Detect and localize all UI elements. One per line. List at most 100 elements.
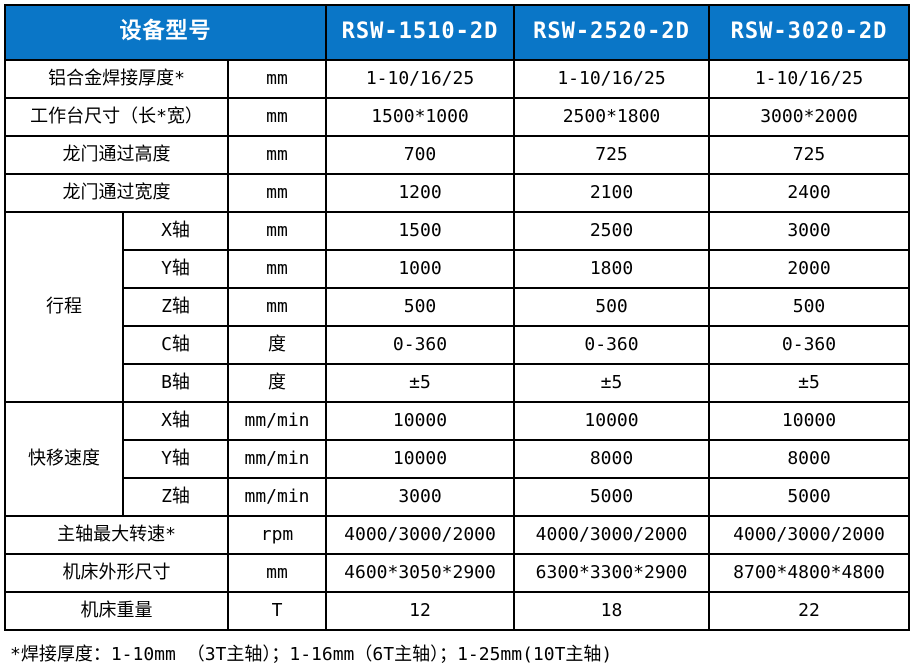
unit-cell: mm — [227, 97, 327, 137]
unit-cell: rpm — [227, 515, 327, 555]
group-label-rapid: 快移速度 — [4, 401, 124, 517]
spec-table: 设备型号 RSW-1510-2D RSW-2520-2D RSW-3020-2D… — [4, 4, 910, 631]
axis-label: Z轴 — [122, 477, 229, 517]
value-cell: 6300*3300*2900 — [513, 553, 710, 593]
spec-row: 工作台尺寸（长*宽） mm 1500*1000 2500*1800 3000*2… — [4, 97, 910, 137]
axis-label: X轴 — [122, 401, 229, 441]
unit-cell: mm — [227, 287, 327, 327]
value-cell: 5000 — [513, 477, 710, 517]
value-cell: 18 — [513, 591, 710, 631]
unit-cell: mm/min — [227, 439, 327, 479]
value-cell: 3000 — [708, 211, 910, 251]
row-label: 机床重量 — [4, 591, 229, 631]
value-cell: 1000 — [325, 249, 515, 289]
value-cell: 0-360 — [513, 325, 710, 365]
unit-cell: mm/min — [227, 401, 327, 441]
value-cell: 22 — [708, 591, 910, 631]
value-cell: 1-10/16/25 — [325, 59, 515, 99]
value-cell: 700 — [325, 135, 515, 175]
footnotes: *焊接厚度：1-10mm （3T主轴）；1-16mm（6T主轴）；1-25mm(… — [10, 642, 912, 665]
unit-cell: 度 — [227, 325, 327, 365]
axis-label: Z轴 — [122, 287, 229, 327]
model-column-header: RSW-2520-2D — [513, 4, 710, 61]
spec-row: Y轴 mm/min 10000 8000 8000 — [5, 439, 910, 479]
value-cell: 8000 — [708, 439, 910, 479]
axis-label: X轴 — [122, 211, 229, 251]
spec-row: C轴 度 0-360 0-360 0-360 — [5, 325, 910, 365]
value-cell: 10000 — [325, 439, 515, 479]
value-cell: 1-10/16/25 — [708, 59, 910, 99]
value-cell: 500 — [325, 287, 515, 327]
device-model-header: 设备型号 — [4, 4, 327, 61]
header-row: 设备型号 RSW-1510-2D RSW-2520-2D RSW-3020-2D — [4, 4, 910, 61]
spec-row: Y轴 mm 1000 1800 2000 — [5, 249, 910, 289]
spec-row: 快移速度 X轴 mm/min 10000 10000 10000 — [4, 401, 910, 517]
row-label: 龙门通过高度 — [4, 135, 229, 175]
unit-cell: T — [227, 591, 327, 631]
value-cell: 8700*4800*4800 — [708, 553, 910, 593]
unit-cell: 度 — [227, 363, 327, 403]
value-cell: 725 — [708, 135, 910, 175]
spec-row: 机床外形尺寸 mm 4600*3050*2900 6300*3300*2900 … — [4, 553, 910, 593]
value-cell: 1-10/16/25 — [513, 59, 710, 99]
model-column-header: RSW-1510-2D — [325, 4, 515, 61]
axis-label: Y轴 — [122, 249, 229, 289]
value-cell: 2100 — [513, 173, 710, 213]
unit-cell: mm — [227, 249, 327, 289]
spec-row: 机床重量 T 12 18 22 — [4, 591, 910, 631]
value-cell: ±5 — [708, 363, 910, 403]
spec-row: 龙门通过高度 mm 700 725 725 — [4, 135, 910, 175]
value-cell: 1200 — [325, 173, 515, 213]
value-cell: 0-360 — [325, 325, 515, 365]
value-cell: 725 — [513, 135, 710, 175]
spec-row: Z轴 mm 500 500 500 — [5, 287, 910, 327]
unit-cell: mm/min — [227, 477, 327, 517]
value-cell: 1500 — [325, 211, 515, 251]
model-column-header: RSW-3020-2D — [708, 4, 910, 61]
row-label: 龙门通过宽度 — [4, 173, 229, 213]
unit-cell: mm — [227, 173, 327, 213]
value-cell: 2500 — [513, 211, 710, 251]
value-cell: 4000/3000/2000 — [325, 515, 515, 555]
axis-label: C轴 — [122, 325, 229, 365]
spec-row: 龙门通过宽度 mm 1200 2100 2400 — [4, 173, 910, 213]
spec-row: 行程 X轴 mm 1500 2500 3000 — [4, 211, 910, 403]
value-cell: ±5 — [513, 363, 710, 403]
value-cell: 3000*2000 — [708, 97, 910, 137]
row-label: 主轴最大转速* — [4, 515, 229, 555]
value-cell: 4000/3000/2000 — [708, 515, 910, 555]
value-cell: 2500*1800 — [513, 97, 710, 137]
value-cell: 4000/3000/2000 — [513, 515, 710, 555]
value-cell: 8000 — [513, 439, 710, 479]
unit-cell: mm — [227, 135, 327, 175]
spec-row: 铝合金焊接厚度* mm 1-10/16/25 1-10/16/25 1-10/1… — [4, 59, 910, 99]
value-cell: 12 — [325, 591, 515, 631]
footnote-line: *焊接厚度：1-10mm （3T主轴）；1-16mm（6T主轴）；1-25mm(… — [10, 644, 613, 665]
row-label: 工作台尺寸（长*宽） — [4, 97, 229, 137]
row-label: 机床外形尺寸 — [4, 553, 229, 593]
value-cell: 4600*3050*2900 — [325, 553, 515, 593]
spec-row: B轴 度 ±5 ±5 ±5 — [5, 363, 910, 403]
group-label-travel: 行程 — [4, 211, 124, 403]
spec-row: 主轴最大转速* rpm 4000/3000/2000 4000/3000/200… — [4, 515, 910, 555]
value-cell: ±5 — [325, 363, 515, 403]
value-cell: 2000 — [708, 249, 910, 289]
unit-cell: mm — [227, 59, 327, 99]
value-cell: 10000 — [325, 401, 515, 441]
value-cell: 500 — [708, 287, 910, 327]
value-cell: 2400 — [708, 173, 910, 213]
value-cell: 10000 — [513, 401, 710, 441]
spec-row: Z轴 mm/min 3000 5000 5000 — [5, 477, 910, 517]
unit-cell: mm — [227, 211, 327, 251]
value-cell: 10000 — [708, 401, 910, 441]
row-label: 铝合金焊接厚度* — [4, 59, 229, 99]
value-cell: 1500*1000 — [325, 97, 515, 137]
value-cell: 1800 — [513, 249, 710, 289]
axis-label: B轴 — [122, 363, 229, 403]
value-cell: 0-360 — [708, 325, 910, 365]
value-cell: 500 — [513, 287, 710, 327]
unit-cell: mm — [227, 553, 327, 593]
value-cell: 3000 — [325, 477, 515, 517]
value-cell: 5000 — [708, 477, 910, 517]
